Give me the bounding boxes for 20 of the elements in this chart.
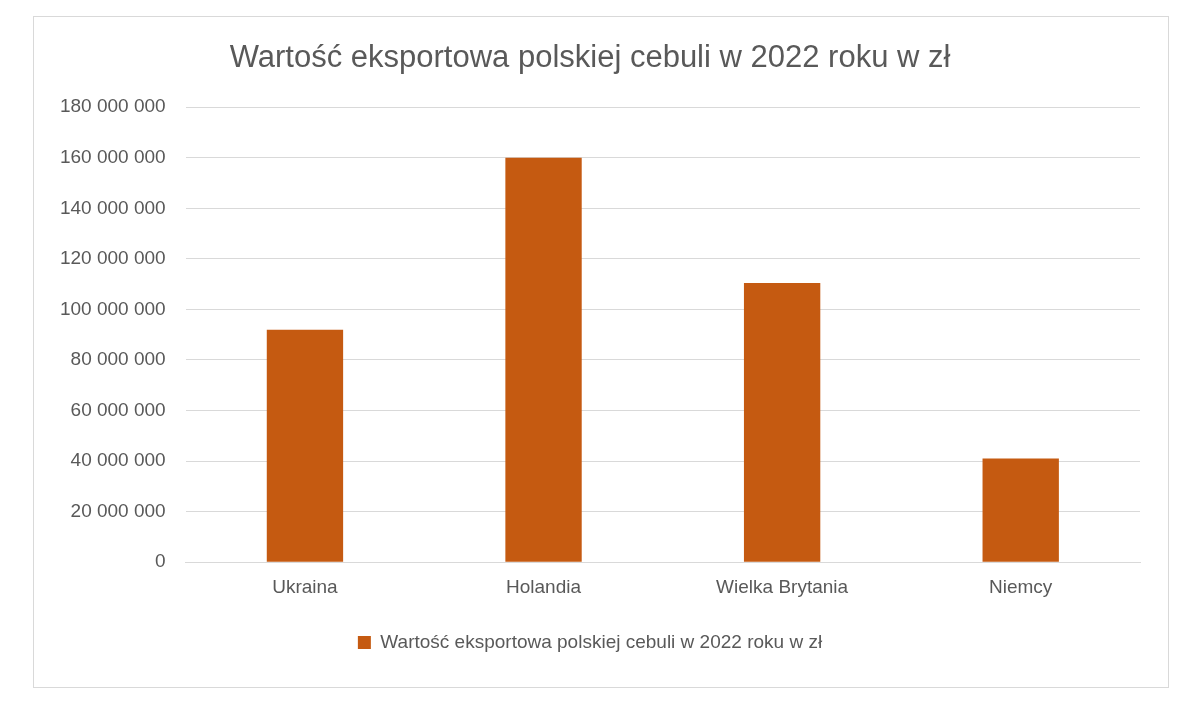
bar <box>505 157 582 562</box>
y-tick-label: 160 000 000 <box>59 145 166 167</box>
y-tick-label: 180 000 000 <box>59 95 166 117</box>
y-tick-label: 40 000 000 <box>70 449 166 471</box>
y-tick-label: 60 000 000 <box>70 398 166 420</box>
y-tick-label: 0 <box>155 550 166 572</box>
y-tick-label: 140 000 000 <box>59 196 166 218</box>
bar <box>266 329 344 562</box>
x-tick-label: Niemcy <box>989 575 1053 597</box>
y-tick-label: 100 000 000 <box>59 297 166 319</box>
y-tick-label: 120 000 000 <box>59 247 166 269</box>
legend-label: Wartość eksportowa polskiej cebuli w 2022 roku w zł <box>380 630 823 652</box>
y-tick-label: 80 000 000 <box>70 348 166 370</box>
bar <box>982 458 1059 562</box>
y-tick-label: 20 000 000 <box>70 499 166 521</box>
chart-title: Wartość eksportowa polskiej cebuli w 2022 roku w zł <box>229 39 951 75</box>
x-tick-label: Wielka Brytania <box>716 575 849 597</box>
x-tick-label: Ukraina <box>272 575 339 597</box>
bar <box>743 282 821 562</box>
x-tick-label: Holandia <box>506 575 582 597</box>
